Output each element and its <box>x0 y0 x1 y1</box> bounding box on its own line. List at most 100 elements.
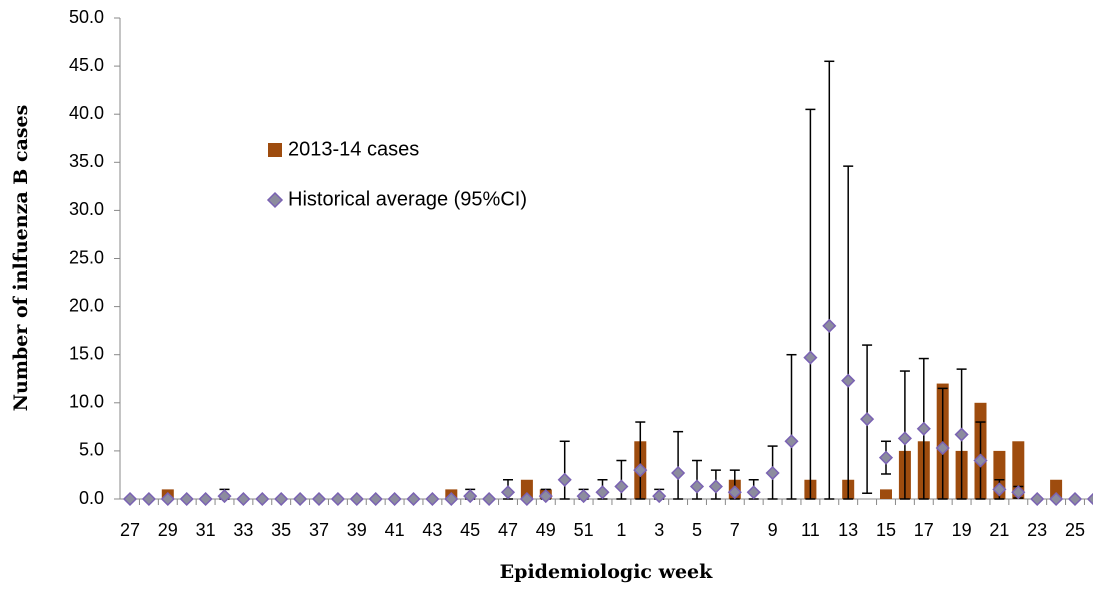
point <box>954 427 969 442</box>
x-tick-label: 45 <box>460 520 480 540</box>
y-tick-label: 30.0 <box>69 199 104 219</box>
y-tick-label: 50.0 <box>69 7 104 27</box>
x-tick-label: 29 <box>158 520 178 540</box>
point <box>633 463 648 478</box>
point <box>406 491 421 507</box>
x-tick-label: 1 <box>616 520 626 540</box>
point <box>746 485 761 500</box>
point <box>236 491 251 507</box>
point <box>349 491 364 507</box>
x-tick-label: 39 <box>347 520 367 540</box>
point <box>311 491 327 507</box>
point <box>595 485 610 500</box>
point <box>727 485 742 500</box>
point <box>444 491 459 507</box>
y-tick-label: 20.0 <box>69 295 104 315</box>
point <box>482 491 497 507</box>
x-tick-label: 41 <box>385 520 405 540</box>
legend-swatch <box>266 191 284 209</box>
point <box>122 491 138 507</box>
point <box>860 412 875 427</box>
bar <box>1012 441 1025 499</box>
point <box>330 491 345 507</box>
point <box>368 491 383 507</box>
point <box>708 479 723 494</box>
point <box>557 472 572 487</box>
y-tick-label: 35.0 <box>69 151 104 171</box>
point <box>217 489 232 504</box>
point <box>765 465 780 481</box>
x-tick-label: 49 <box>536 520 556 540</box>
legend-swatch <box>268 143 282 157</box>
point <box>425 491 440 507</box>
y-tick-label: 10.0 <box>69 392 104 412</box>
point <box>1030 491 1045 507</box>
x-tick-label: 31 <box>196 520 216 540</box>
error-bar <box>843 165 854 500</box>
point <box>1086 492 1093 506</box>
point <box>652 489 667 504</box>
point <box>992 482 1007 497</box>
x-tick-label: 33 <box>233 520 253 540</box>
x-tick-label: 47 <box>498 520 518 540</box>
legend-label: 2013-14 cases <box>288 138 419 160</box>
point <box>935 440 950 456</box>
point <box>1049 491 1064 507</box>
point <box>614 479 629 494</box>
point <box>897 431 912 446</box>
y-axis-title: Number of inlfuenza B cases <box>10 105 32 412</box>
x-tick-label: 7 <box>730 520 740 540</box>
point <box>671 465 686 481</box>
point <box>387 491 402 507</box>
point <box>784 434 799 449</box>
y-tick-label: 25.0 <box>69 247 104 267</box>
bar <box>880 489 892 499</box>
point <box>141 491 156 507</box>
point <box>538 489 553 504</box>
point <box>198 491 213 507</box>
point <box>463 489 478 504</box>
x-tick-label: 11 <box>801 520 820 540</box>
x-tick-label: 23 <box>1027 520 1047 540</box>
x-tick-label: 25 <box>1065 520 1085 540</box>
error-bar <box>786 353 797 500</box>
x-axis-title: Epidemiologic week <box>500 561 713 583</box>
point <box>689 479 705 494</box>
bar <box>520 479 533 499</box>
x-tick-label: 43 <box>422 520 442 540</box>
y-tick-label: 45.0 <box>69 55 104 75</box>
point <box>1067 491 1083 507</box>
point <box>822 318 837 333</box>
x-tick-label: 19 <box>952 520 972 540</box>
x-tick-label: 35 <box>271 520 291 540</box>
point <box>916 421 931 436</box>
bar <box>1050 479 1063 499</box>
point <box>179 491 194 507</box>
point <box>576 489 591 504</box>
point <box>1011 485 1026 500</box>
point <box>973 453 988 468</box>
point <box>274 491 289 507</box>
x-tick-label: 37 <box>309 520 329 540</box>
point <box>519 491 534 507</box>
point <box>255 491 270 507</box>
y-tick-label: 40.0 <box>69 103 104 123</box>
error-bar <box>805 108 816 500</box>
x-tick-label: 27 <box>120 520 140 540</box>
x-tick-label: 9 <box>768 520 778 540</box>
legend-label: Historical average (95%CI) <box>288 188 527 210</box>
point <box>803 350 818 365</box>
point <box>500 485 516 500</box>
x-tick-label: 15 <box>876 520 896 540</box>
x-tick-label: 17 <box>914 520 934 540</box>
y-tick-label: 15.0 <box>69 343 104 363</box>
x-tick-label: 3 <box>654 520 664 540</box>
error-bar <box>673 430 684 500</box>
error-bar <box>559 440 570 500</box>
point <box>160 491 175 507</box>
y-tick-label: 5.0 <box>79 440 104 460</box>
error-bar <box>824 60 835 500</box>
x-tick-label: 51 <box>574 520 594 540</box>
